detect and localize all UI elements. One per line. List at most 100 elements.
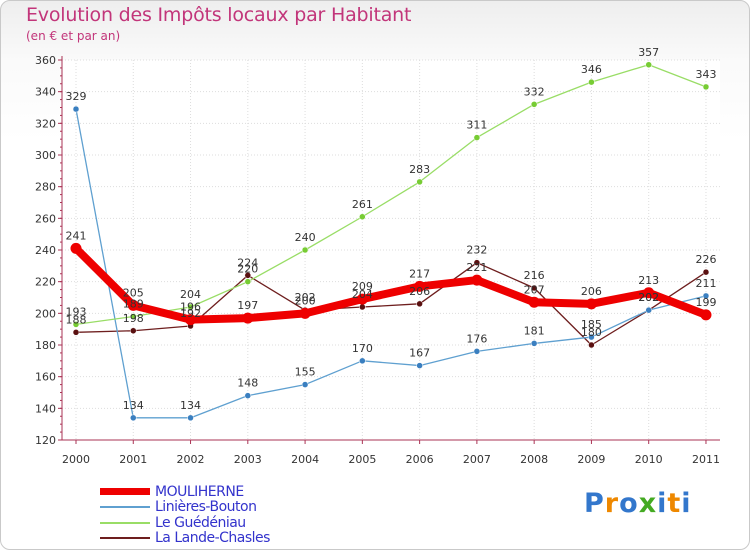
data-point-0 — [643, 287, 655, 299]
legend-swatch — [100, 537, 150, 540]
data-point-3 — [130, 327, 137, 334]
x-tick-label: 2006 — [406, 453, 434, 466]
data-label-2: 343 — [695, 68, 716, 81]
data-label-0: 197 — [237, 299, 258, 312]
y-tick-label: 140 — [35, 402, 56, 415]
series-line-2 — [75, 64, 707, 326]
data-point-3 — [702, 268, 710, 276]
data-label-3: 204 — [352, 288, 373, 301]
chart-title: Evolution des Impôts locaux par Habitant — [26, 4, 412, 26]
x-tick-label: 2007 — [463, 453, 491, 466]
y-tick-label: 220 — [35, 276, 56, 289]
logo-letter: P — [584, 488, 605, 519]
data-point-0 — [185, 314, 197, 326]
data-label-0: 207 — [524, 283, 545, 296]
y-tick-label: 200 — [35, 307, 56, 320]
data-point-3 — [244, 272, 252, 279]
data-point-1 — [301, 381, 309, 388]
data-label-2: 193 — [66, 305, 87, 318]
data-label-3: 188 — [66, 313, 87, 326]
data-point-2 — [473, 134, 481, 141]
data-label-1: 176 — [466, 332, 487, 345]
y-tick-label: 120 — [35, 434, 56, 447]
data-label-1: 329 — [66, 90, 87, 103]
data-point-1 — [244, 392, 252, 399]
data-point-0 — [585, 298, 597, 310]
data-point-1 — [702, 292, 710, 300]
data-label-0: 196 — [180, 301, 201, 314]
legend-label: Le Guédéniau — [155, 514, 246, 531]
y-tick-label: 320 — [35, 117, 56, 130]
data-point-2 — [645, 61, 652, 68]
x-tick-label: 2010 — [635, 453, 663, 466]
data-point-3 — [359, 303, 366, 311]
data-label-3: 202 — [638, 291, 659, 304]
legend-item: MOULIHERNE — [100, 484, 270, 500]
legend-item: La Lande-Chasles — [100, 530, 270, 547]
data-label-3: 216 — [524, 269, 545, 282]
data-point-2 — [588, 78, 595, 86]
data-label-1: 167 — [409, 347, 430, 360]
data-point-2 — [130, 313, 137, 320]
legend-label: La Lande-Chasles — [155, 530, 270, 547]
data-label-0: 217 — [409, 267, 430, 280]
data-label-1: 134 — [180, 399, 201, 412]
logo-letter: t — [667, 488, 682, 519]
data-point-0 — [528, 296, 540, 308]
data-label-1: 211 — [695, 277, 716, 290]
data-point-3 — [473, 259, 481, 266]
logo-letter: x — [638, 488, 658, 519]
logo-letter: i — [681, 488, 692, 519]
data-point-1 — [359, 357, 366, 365]
chart-subtitle: (en € et par an) — [26, 29, 121, 43]
data-label-1: 181 — [524, 324, 545, 337]
data-point-0 — [414, 280, 426, 292]
x-tick-label: 2003 — [234, 453, 262, 466]
data-label-1: 155 — [295, 366, 316, 379]
data-label-0: 209 — [352, 280, 373, 293]
x-tick-label: 2001 — [119, 453, 147, 466]
data-label-3: 198 — [123, 312, 144, 325]
data-label-0: 199 — [695, 296, 716, 309]
data-label-2: 332 — [524, 85, 545, 98]
series-line-1 — [75, 108, 707, 419]
data-label-1: 202 — [638, 291, 659, 304]
data-label-1: 134 — [123, 399, 144, 412]
y-tick-label: 340 — [35, 86, 56, 99]
y-tick-label: 360 — [35, 54, 56, 67]
data-point-0 — [242, 312, 254, 324]
data-point-1 — [130, 414, 137, 422]
x-tick-label: 2004 — [291, 453, 319, 466]
data-point-2 — [359, 213, 366, 220]
data-label-2: 261 — [352, 198, 373, 211]
data-label-2: 220 — [237, 263, 258, 276]
data-label-3: 232 — [466, 244, 487, 257]
x-tick-label: 2002 — [177, 453, 205, 466]
data-point-2 — [416, 178, 423, 186]
data-label-3: 224 — [237, 256, 258, 269]
data-label-2: 283 — [409, 163, 430, 176]
legend-item: Le Guédéniau — [100, 515, 270, 531]
data-label-2: 311 — [466, 119, 487, 132]
data-point-3 — [72, 329, 80, 336]
data-label-0: 241 — [66, 229, 87, 242]
data-point-1 — [72, 105, 80, 113]
data-label-2: 189 — [123, 298, 144, 311]
data-point-0 — [299, 307, 311, 319]
legend-swatch — [100, 521, 150, 524]
data-point-1 — [588, 333, 595, 341]
data-label-3: 180 — [581, 326, 602, 339]
data-point-2 — [244, 278, 252, 285]
proxiti-logo: Proxiti — [584, 488, 692, 519]
data-point-2 — [72, 321, 80, 328]
data-label-3: 226 — [695, 253, 716, 266]
data-label-2: 240 — [295, 231, 316, 244]
x-tick-label: 2009 — [577, 453, 605, 466]
data-label-2: 357 — [638, 46, 659, 59]
data-label-2: 204 — [180, 288, 201, 301]
legend-label: MOULIHERNE — [155, 483, 244, 500]
data-point-1 — [473, 348, 481, 355]
y-tick-label: 180 — [35, 339, 56, 352]
data-point-3 — [530, 284, 538, 292]
